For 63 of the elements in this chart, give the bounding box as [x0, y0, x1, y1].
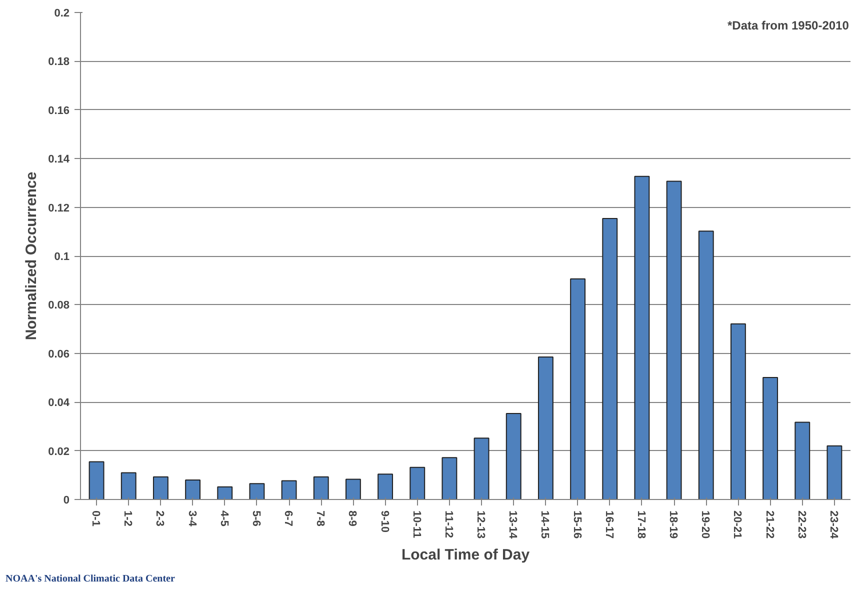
- bar: [152, 476, 168, 500]
- x-tick-label: 10-11: [410, 510, 422, 538]
- x-tick-label: 3-4: [186, 510, 198, 528]
- bar: [794, 422, 810, 500]
- bar: [666, 180, 682, 500]
- y-tick-label: 0.16: [48, 104, 70, 117]
- y-tick-label: 0.08: [48, 300, 70, 312]
- x-tick-label: 15-16: [570, 510, 583, 539]
- y-tick-label: 0.18: [48, 56, 70, 68]
- x-tick-label: 7-8: [314, 510, 326, 526]
- y-tick-label: 0.06: [48, 348, 70, 360]
- bar: [281, 480, 297, 500]
- bar: [826, 445, 842, 500]
- bar: [345, 478, 361, 500]
- bar: [88, 461, 104, 500]
- bar: [570, 278, 586, 500]
- x-tick-label: 13-14: [506, 510, 519, 540]
- x-tick-label: 18-19: [667, 510, 680, 539]
- y-tick-label: 0.2: [54, 8, 70, 20]
- y-tick-label: 0: [63, 494, 70, 506]
- x-tick-label: 6-7: [282, 510, 294, 526]
- x-tick-label: 20-21: [731, 510, 744, 539]
- bar: [602, 218, 618, 500]
- y-tick-label: 0.12: [48, 202, 70, 214]
- bar: [378, 474, 394, 500]
- bar: [538, 356, 554, 500]
- bar: [217, 486, 233, 500]
- x-tick-label: 16-17: [602, 510, 615, 539]
- x-tick-label: 17-18: [634, 510, 647, 539]
- bar: [120, 472, 136, 500]
- bar: [730, 323, 746, 500]
- x-tick-label: 1-2: [122, 510, 134, 526]
- text: NOAA's National Climatic Data Center: [6, 574, 176, 584]
- y-tick-label: 0.02: [48, 446, 70, 458]
- x-axis-title: Local Time of Day: [401, 546, 530, 564]
- bar: [442, 457, 458, 500]
- x-tick-label: 22-23: [795, 510, 808, 539]
- annotation: *Data from 1950-2010: [727, 18, 850, 32]
- x-tick-label: 14-15: [538, 510, 551, 539]
- bar: [185, 480, 201, 500]
- x-tick-label: 19-20: [699, 510, 712, 539]
- bar: [313, 476, 329, 500]
- bar: [249, 483, 265, 500]
- x-tick-label: 9-10: [378, 510, 390, 533]
- x-tick-label: 5-6: [250, 510, 262, 526]
- bar: [410, 466, 426, 500]
- x-tick-label: 8-9: [346, 510, 358, 526]
- y-axis-title: Normalized Occurrence: [23, 172, 40, 340]
- bar: [634, 176, 650, 500]
- bar: [762, 377, 778, 500]
- x-tick-label: 12-13: [474, 510, 487, 539]
- y-tick-label: 0.04: [48, 397, 70, 410]
- x-tick-label: 4-5: [218, 510, 230, 526]
- y-tick-label: 0.14: [48, 154, 70, 166]
- x-tick-label: 23-24: [827, 510, 840, 540]
- bar: [506, 413, 522, 500]
- x-tick-label: 21-22: [763, 510, 776, 539]
- bar: [474, 438, 490, 500]
- x-tick-label: 0-1: [90, 510, 102, 526]
- bar: [698, 230, 714, 500]
- y-tick-label: 0.1: [54, 251, 70, 263]
- x-tick-label: 11-12: [442, 510, 454, 538]
- x-tick-label: 2-3: [154, 510, 166, 526]
